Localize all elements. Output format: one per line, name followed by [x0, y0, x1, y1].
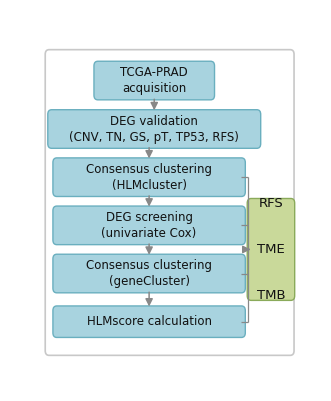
FancyBboxPatch shape: [53, 306, 245, 337]
Text: TCGA-PRAD
acquisition: TCGA-PRAD acquisition: [120, 66, 188, 95]
Text: RFS

TME

TMB: RFS TME TMB: [257, 197, 285, 302]
FancyBboxPatch shape: [94, 61, 214, 100]
FancyBboxPatch shape: [53, 206, 245, 245]
Text: Consensus clustering
(geneCluster): Consensus clustering (geneCluster): [86, 259, 212, 288]
FancyBboxPatch shape: [247, 198, 295, 300]
FancyBboxPatch shape: [48, 110, 261, 148]
Text: HLMscore calculation: HLMscore calculation: [87, 315, 212, 328]
FancyBboxPatch shape: [45, 50, 294, 355]
FancyBboxPatch shape: [53, 254, 245, 293]
Text: DEG validation
(CNV, TN, GS, pT, TP53, RFS): DEG validation (CNV, TN, GS, pT, TP53, R…: [69, 115, 239, 144]
Text: Consensus clustering
(HLMcluster): Consensus clustering (HLMcluster): [86, 163, 212, 192]
Text: DEG screening
(univariate Cox): DEG screening (univariate Cox): [102, 211, 197, 240]
FancyBboxPatch shape: [53, 158, 245, 196]
